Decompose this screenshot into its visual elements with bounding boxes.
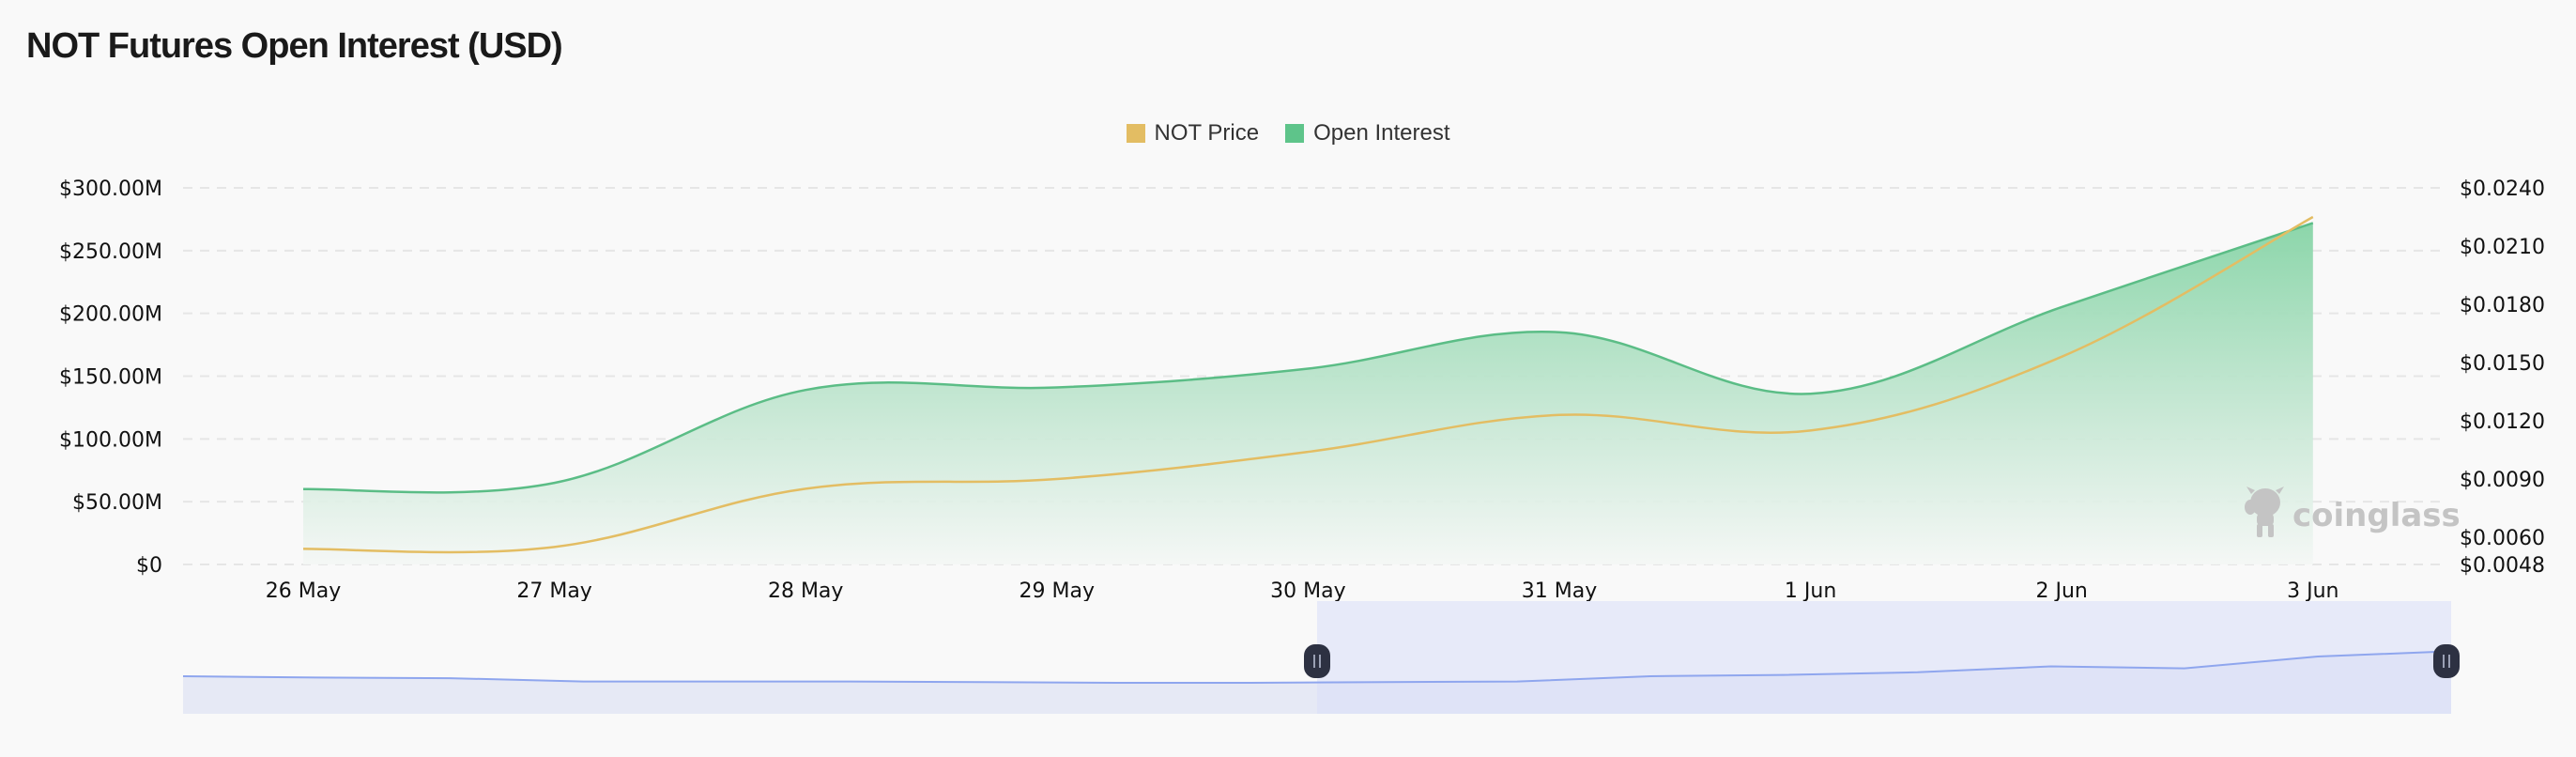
series-group: [302, 215, 2314, 564]
left-axis-tick: $150.00M: [59, 366, 162, 390]
x-axis-tick: 26 May: [266, 579, 341, 603]
data-zoom-selected-window[interactable]: [1317, 601, 2451, 714]
open-interest-line: [302, 222, 2314, 494]
right-axis-tick: $0.0048: [2460, 554, 2545, 578]
legend-item-open-interest[interactable]: Open Interest: [1285, 120, 1450, 147]
left-axis-tick: $50.00M: [72, 491, 162, 515]
x-axis: 26 May 27 May 28 May 29 May 30 May 31 May 1 Ju…: [266, 579, 2339, 603]
x-axis-tick: 27 May: [516, 579, 591, 603]
right-y-axis: $0.0048 $0.0060 $0.0090 $0.0120 $0.0150 $0.01…: [2460, 178, 2545, 578]
left-axis-tick: $100.00M: [59, 428, 162, 452]
legend-item-not-price[interactable]: NOT Price: [1126, 120, 1260, 147]
right-axis-tick: $0.0120: [2460, 410, 2545, 434]
x-axis-tick: 31 May: [1522, 579, 1597, 603]
x-axis-tick: 29 May: [1020, 579, 1095, 603]
watermark-text: coinglass: [2292, 497, 2461, 534]
open-interest-area: [303, 223, 2313, 564]
left-y-axis: $0 $50.00M $100.00M $150.00M $200.00M $250.00…: [59, 178, 162, 578]
x-axis-tick: 28 May: [768, 579, 843, 603]
data-zoom-end-handle[interactable]: [2433, 644, 2460, 678]
right-axis-tick: $0.0060: [2460, 527, 2545, 550]
right-axis-tick: $0.0150: [2460, 352, 2545, 376]
legend-label-price: NOT Price: [1154, 120, 1260, 146]
left-axis-tick: $200.00M: [59, 303, 162, 327]
legend-swatch-price: [1126, 124, 1145, 143]
x-axis-tick: 30 May: [1270, 579, 1345, 603]
x-axis-tick: 1 Jun: [1785, 579, 1836, 603]
right-axis-tick: $0.0090: [2460, 469, 2545, 492]
coinglass-bull-icon: [2245, 487, 2284, 537]
data-zoom-start-handle[interactable]: [1304, 644, 1330, 678]
right-axis-tick: $0.0210: [2460, 236, 2545, 259]
coinglass-watermark: coinglass: [2245, 487, 2461, 537]
chart-legend: NOT Price Open Interest: [0, 120, 2576, 147]
right-axis-tick: $0.0240: [2460, 178, 2545, 201]
right-axis-tick: $0.0180: [2460, 294, 2545, 317]
data-zoom-overview-line: [182, 650, 2452, 684]
legend-label-oi: Open Interest: [1313, 120, 1450, 146]
chart-title: NOT Futures Open Interest (USD): [26, 26, 563, 66]
left-axis-tick: $300.00M: [59, 178, 162, 201]
not-price-line: [302, 215, 2314, 554]
legend-swatch-oi: [1285, 124, 1305, 143]
x-axis-tick: 3 Jun: [2287, 579, 2338, 603]
left-axis-tick: $0: [136, 554, 162, 578]
data-zoom-slider[interactable]: [182, 601, 2460, 714]
x-axis-tick: 2 Jun: [2036, 579, 2088, 603]
left-axis-tick: $250.00M: [59, 240, 162, 264]
